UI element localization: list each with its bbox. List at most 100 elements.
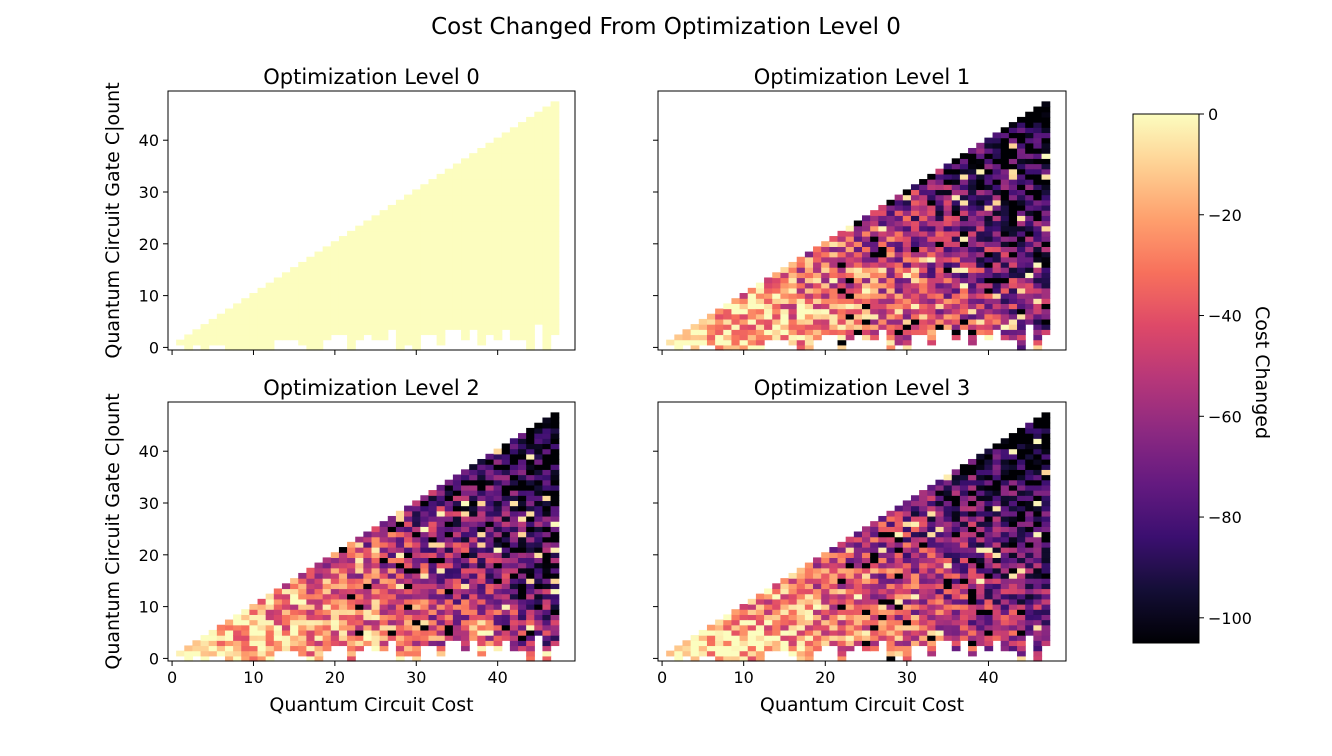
heatmap-cell (306, 619, 316, 626)
heatmap-cell (1008, 189, 1018, 196)
heatmap-cell (772, 583, 781, 590)
heatmap-cell (436, 287, 446, 294)
heatmap-cell (518, 505, 527, 512)
heatmap-cell (943, 604, 953, 610)
heatmap-cell (387, 604, 397, 610)
heatmap-cell (886, 287, 896, 294)
heatmap-cell (526, 298, 535, 304)
heatmap-cell (330, 614, 340, 621)
heatmap-cell (1000, 308, 1010, 315)
heatmap-cell (485, 624, 495, 631)
heatmap-cell (951, 251, 961, 258)
heatmap-cell (404, 324, 413, 330)
heatmap-cell (436, 313, 446, 320)
heatmap-cell (853, 624, 863, 631)
heatmap-cell (935, 324, 945, 330)
heatmap-cell (1000, 153, 1010, 159)
heatmap-cell (845, 567, 855, 574)
heatmap-cell (477, 215, 487, 222)
heatmap-cell (992, 324, 1002, 330)
heatmap-cell (862, 241, 871, 247)
heatmap-cell (542, 122, 552, 128)
heatmap-cell (371, 552, 381, 558)
heatmap-cell (485, 158, 495, 165)
heatmap-cell (943, 536, 953, 543)
heatmap-cell (290, 629, 299, 636)
heatmap-cell (992, 500, 1002, 507)
heatmap-cell (404, 567, 413, 574)
heatmap-cell (493, 609, 503, 615)
heatmap-cell (379, 287, 389, 294)
heatmap-cell (493, 220, 503, 227)
heatmap-cell (1000, 267, 1010, 273)
heatmap-cell (469, 199, 478, 206)
heatmap-cell (902, 339, 912, 346)
heatmap-cell (493, 448, 503, 455)
heatmap-cell (919, 552, 928, 558)
heatmap-cell (886, 609, 896, 615)
heatmap-cell (821, 614, 830, 621)
heatmap-cell (428, 204, 438, 211)
heatmap-cell (526, 578, 535, 584)
heatmap-cell (542, 293, 552, 299)
heatmap-cell (501, 308, 511, 315)
heatmap-cell (395, 241, 405, 247)
heatmap-cell (1008, 438, 1018, 445)
heatmap-cell (404, 199, 413, 206)
heatmap-cell (919, 500, 928, 507)
heatmap-cell (526, 464, 535, 470)
heatmap-cell (412, 308, 421, 315)
heatmap-cell (452, 204, 462, 211)
heatmap-cell (452, 635, 462, 641)
heatmap-cell (257, 324, 267, 330)
heatmap-cell (395, 588, 405, 595)
heatmap-cell (444, 313, 454, 320)
heatmap-cell (436, 277, 446, 284)
heatmap-cell (241, 624, 250, 631)
heatmap-cell (894, 588, 904, 595)
heatmap-cell (984, 318, 994, 325)
heatmap-cell (951, 168, 961, 175)
heatmap-cell (845, 272, 855, 279)
heatmap-cell (951, 604, 961, 610)
heatmap-cell (755, 287, 765, 294)
heatmap-cell (804, 655, 814, 662)
heatmap-cell (992, 443, 1002, 450)
heatmap-cell (715, 645, 724, 652)
heatmap-cell (1033, 210, 1043, 216)
y-tick-label: 40 (139, 442, 159, 461)
heatmap-cell (821, 567, 830, 574)
heatmap-cell (192, 339, 202, 346)
heatmap-cell (420, 531, 430, 538)
heatmap-cell (379, 562, 389, 569)
heatmap-cell (412, 220, 421, 227)
heatmap-cell (959, 583, 969, 590)
heatmap-cell (886, 334, 896, 341)
heatmap-cell (485, 163, 495, 170)
heatmap-cell (910, 318, 920, 325)
heatmap-cell (387, 261, 397, 268)
heatmap-cell (984, 184, 994, 191)
heatmap-cell (984, 137, 994, 144)
heatmap-cell (412, 583, 421, 590)
heatmap-cell (493, 479, 503, 486)
heatmap-cell (927, 241, 937, 247)
heatmap-cell (347, 261, 356, 268)
heatmap-cell (534, 153, 544, 159)
heatmap-cell (379, 635, 389, 641)
heatmap-cell (878, 246, 888, 253)
heatmap-cell (347, 256, 356, 263)
heatmap-cell (935, 179, 945, 185)
heatmap-cell (542, 324, 552, 330)
heatmap-cell (919, 557, 928, 564)
heatmap-cell (436, 593, 446, 600)
heatmap-cell (927, 614, 937, 621)
heatmap-cell (550, 173, 560, 180)
heatmap-cell (469, 593, 478, 600)
heatmap-cell (428, 640, 438, 647)
heatmap-cell (428, 215, 438, 222)
heatmap-cell (371, 541, 381, 548)
heatmap-cell (404, 588, 413, 595)
heatmap-cell (485, 282, 495, 289)
